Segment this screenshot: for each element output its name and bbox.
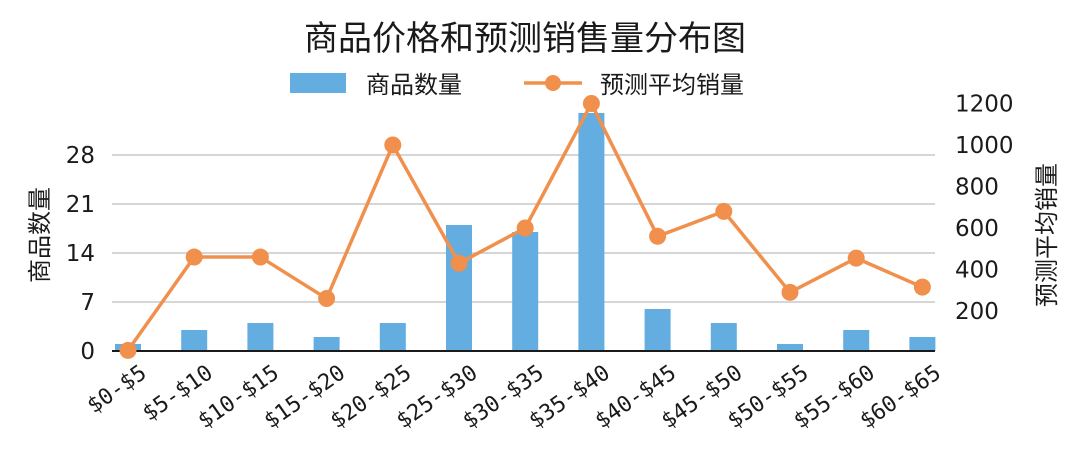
line-point-12 (913, 278, 931, 296)
line-point-5 (450, 254, 468, 272)
bar-12 (909, 337, 936, 351)
left-y-ticks: 0 7 14 21 28 (66, 143, 95, 365)
line-point-11 (847, 249, 865, 267)
bar-4 (379, 323, 406, 351)
left-axis-title: 商品数量 (26, 187, 54, 283)
bar-11 (843, 330, 870, 351)
legend: 商品数量 预测平均销量 (290, 71, 744, 99)
right-y-tick-label: 200 (955, 299, 999, 325)
bar-6 (512, 232, 539, 351)
line-point-7 (582, 95, 600, 112)
legend-bar-label: 商品数量 (366, 71, 462, 99)
right-y-ticks: 200 400 600 800 1000 1200 (955, 92, 1014, 326)
right-axis-title: 预测平均销量 (1033, 163, 1061, 307)
line-point-1 (185, 248, 203, 266)
line-point-9 (715, 202, 733, 220)
legend-line-label: 预测平均销量 (600, 71, 744, 99)
bar-7 (578, 113, 605, 351)
line-series (119, 95, 931, 359)
line-point-3 (318, 290, 336, 308)
line-point-4 (384, 136, 402, 154)
left-y-tick-label: 28 (66, 143, 95, 169)
line-point-8 (649, 227, 667, 245)
bar-8 (644, 309, 671, 351)
left-y-tick-label: 7 (80, 290, 95, 316)
bar-2 (247, 323, 274, 351)
bar-10 (777, 344, 803, 351)
right-y-tick-label: 1200 (955, 92, 1014, 118)
line-point-6 (516, 219, 534, 237)
right-y-tick-label: 800 (955, 175, 999, 201)
left-y-tick-label: 14 (66, 241, 95, 267)
right-y-tick-label: 400 (955, 258, 999, 284)
x-ticks: $0-$5$5-$10$10-$15$15-$20$20-$25$25-$30$… (83, 360, 946, 434)
bar-9 (710, 323, 737, 351)
legend-bar-swatch (290, 73, 346, 93)
line-point-0 (119, 341, 137, 359)
bar-3 (313, 337, 340, 351)
legend-line-marker (545, 75, 561, 91)
bar-1 (181, 330, 208, 351)
line-point-2 (251, 248, 269, 266)
line-point-10 (781, 283, 799, 301)
chart-title: 商品价格和预测销售量分布图 (304, 19, 746, 59)
left-y-tick-label: 21 (66, 192, 95, 218)
right-y-tick-label: 600 (955, 216, 999, 242)
right-y-tick-label: 1000 (955, 133, 1014, 159)
left-y-tick-label: 0 (80, 339, 95, 365)
